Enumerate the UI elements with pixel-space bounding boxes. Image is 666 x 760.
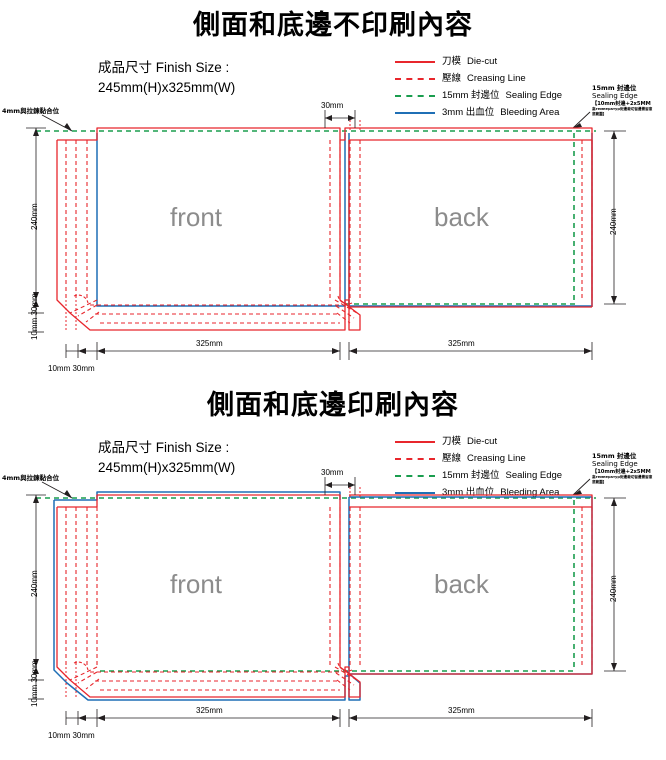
left-callout-leader bbox=[41, 114, 73, 132]
dim-bottom-10-30: 10mm 30mm bbox=[48, 731, 95, 740]
legend-label-bleeding-en: Bleeding Area bbox=[500, 487, 560, 499]
dim-height-240-left: 240mm bbox=[30, 570, 39, 597]
dim-height-240-left: 240mm bbox=[30, 203, 39, 230]
right-callout-line4: 高температур封邊裁切留邊需留意 bbox=[592, 475, 653, 480]
legend-label-creasing-cn: 壓線 bbox=[442, 73, 462, 85]
legend-label-creasing-en: Creasing Line bbox=[467, 453, 526, 465]
dieline-drawing-1 bbox=[26, 110, 626, 360]
bleeding-area-swatch-icon bbox=[395, 492, 435, 494]
right-callout-line2: Sealing Edge bbox=[592, 92, 638, 101]
face-label-front: front bbox=[170, 569, 223, 599]
legend-label-bleeding-cn: 3mm 出血位 bbox=[442, 107, 495, 119]
face-label-front: front bbox=[170, 202, 223, 232]
legend-label-sealing-en: Sealing Edge bbox=[505, 470, 563, 482]
creasing-lines bbox=[65, 140, 593, 324]
dim-width-325-back: 325mm bbox=[448, 706, 475, 715]
die-cut-outline bbox=[56, 494, 593, 698]
legend-item-bleeding-area: 3mm 出血位 Bleeding Area bbox=[395, 107, 562, 119]
right-callout-note: 15mm 封邊位 Sealing Edge 【10mm封邊+2x5MM 高тем… bbox=[592, 84, 664, 116]
legend-label-sealing-cn: 15mm 封邊位 bbox=[442, 90, 500, 102]
finish-size-block: 成品尺寸 Finish Size : 245mm(H)x325mm(W) bbox=[98, 438, 235, 477]
diagram-panel-side-print: 側面和底邊印刷內容 成品尺寸 Finish Size : 245mm(H)x32… bbox=[0, 380, 666, 760]
die-cut-swatch-icon bbox=[395, 441, 435, 443]
legend-item-sealing-edge: 15mm 封邊位 Sealing Edge bbox=[395, 90, 562, 102]
registration-ticks bbox=[65, 487, 361, 699]
finish-size-label: 成品尺寸 Finish Size : bbox=[98, 60, 230, 75]
finish-size-value: 245mm(H)x325mm(W) bbox=[98, 459, 236, 475]
die-cut-swatch-icon bbox=[395, 61, 435, 63]
right-callout-leader bbox=[572, 111, 591, 129]
legend-label-creasing-en: Creasing Line bbox=[467, 73, 526, 85]
right-callout-line1: 15mm 封邊位 bbox=[592, 452, 637, 460]
legend-item-bleeding-area: 3mm 出血位 Bleeding Area bbox=[395, 487, 562, 499]
right-callout-line5: 底範圍】 bbox=[592, 479, 607, 484]
die-cut-outline bbox=[56, 127, 593, 331]
dim-bottom-10-30: 10mm 30mm bbox=[48, 364, 95, 373]
dieline-drawing-2 bbox=[26, 477, 626, 727]
right-callout-line3: 【10mm封邊+2x5MM bbox=[592, 100, 651, 107]
legend-label-die-cut-en: Die-cut bbox=[467, 56, 498, 68]
creasing-line-swatch-icon bbox=[395, 78, 435, 80]
right-callout-line2: Sealing Edge bbox=[592, 460, 638, 469]
dim-width-325-front: 325mm bbox=[196, 339, 223, 348]
face-label-back: back bbox=[434, 202, 489, 232]
legend-label-die-cut-en: Die-cut bbox=[467, 436, 498, 448]
legend-item-sealing-edge: 15mm 封邊位 Sealing Edge bbox=[395, 470, 562, 482]
creasing-line-swatch-icon bbox=[395, 458, 435, 460]
right-callout-leader bbox=[572, 478, 591, 496]
dim-height-240-right: 240mm bbox=[609, 208, 618, 235]
left-callout-leader bbox=[41, 481, 73, 499]
face-label-back: back bbox=[434, 569, 489, 599]
finish-size-block: 成品尺寸 Finish Size : 245mm(H)x325mm(W) bbox=[98, 58, 235, 97]
bleeding-area-swatch-icon bbox=[395, 112, 435, 114]
legend: 刀模 Die-cut 壓線 Creasing Line 15mm 封邊位 Sea… bbox=[395, 56, 562, 119]
legend-item-die-cut: 刀模 Die-cut bbox=[395, 56, 562, 68]
right-callout-line4: 高температур封邊裁切留邊需留意 bbox=[592, 107, 653, 112]
panel-title: 側面和底邊不印刷內容 bbox=[193, 10, 473, 41]
dim-height-240-right: 240mm bbox=[609, 575, 618, 602]
legend-item-creasing-line: 壓線 Creasing Line bbox=[395, 73, 562, 85]
legend-label-creasing-cn: 壓線 bbox=[442, 453, 462, 465]
legend-item-creasing-line: 壓線 Creasing Line bbox=[395, 453, 562, 465]
legend-label-die-cut-cn: 刀模 bbox=[442, 56, 462, 68]
sealing-edge-lines bbox=[36, 497, 596, 672]
dim-top-flap-30: 30mm bbox=[321, 468, 344, 477]
legend-label-bleeding-cn: 3mm 出血位 bbox=[442, 487, 495, 499]
panel-title: 側面和底邊印刷內容 bbox=[207, 390, 459, 421]
dim-top-flap-30: 30mm bbox=[321, 101, 344, 110]
dimension-lines bbox=[26, 110, 626, 360]
dim-width-325-back: 325mm bbox=[448, 339, 475, 348]
sealing-edge-swatch-icon bbox=[395, 95, 435, 97]
dim-side-10-30-left: 10mm 30mm bbox=[30, 293, 39, 340]
registration-ticks bbox=[65, 120, 361, 332]
legend-label-die-cut-cn: 刀模 bbox=[442, 436, 462, 448]
legend-label-sealing-cn: 15mm 封邊位 bbox=[442, 470, 500, 482]
bleeding-area-lines bbox=[53, 491, 593, 701]
legend-label-sealing-en: Sealing Edge bbox=[505, 90, 563, 102]
right-callout-line5: 底範圍】 bbox=[592, 111, 607, 116]
dim-width-325-front: 325mm bbox=[196, 706, 223, 715]
diagram-panel-no-side-print: 側面和底邊不印刷內容 成品尺寸 Finish Size : 245mm(H)x3… bbox=[2, 10, 664, 373]
sealing-edge-swatch-icon bbox=[395, 475, 435, 477]
right-callout-line3: 【10mm封邊+2x5MM bbox=[592, 468, 651, 475]
left-callout-note: 4mm與拉鍊黏合位 bbox=[2, 474, 60, 482]
dim-side-10-30-left: 10mm 30mm bbox=[30, 660, 39, 707]
sealing-edge-lines bbox=[36, 130, 596, 305]
left-callout-note: 4mm與拉鍊黏合位 bbox=[2, 107, 60, 115]
finish-size-label: 成品尺寸 Finish Size : bbox=[98, 440, 230, 455]
creasing-lines bbox=[65, 507, 593, 691]
legend-item-die-cut: 刀模 Die-cut bbox=[395, 436, 562, 448]
legend: 刀模 Die-cut 壓線 Creasing Line 15mm 封邊位 Sea… bbox=[395, 436, 562, 499]
dimension-lines bbox=[26, 477, 626, 727]
right-callout-line1: 15mm 封邊位 bbox=[592, 84, 637, 92]
finish-size-value: 245mm(H)x325mm(W) bbox=[98, 79, 236, 95]
right-callout-note: 15mm 封邊位 Sealing Edge 【10mm封邊+2x5MM 高тем… bbox=[592, 452, 664, 484]
legend-label-bleeding-en: Bleeding Area bbox=[500, 107, 560, 119]
